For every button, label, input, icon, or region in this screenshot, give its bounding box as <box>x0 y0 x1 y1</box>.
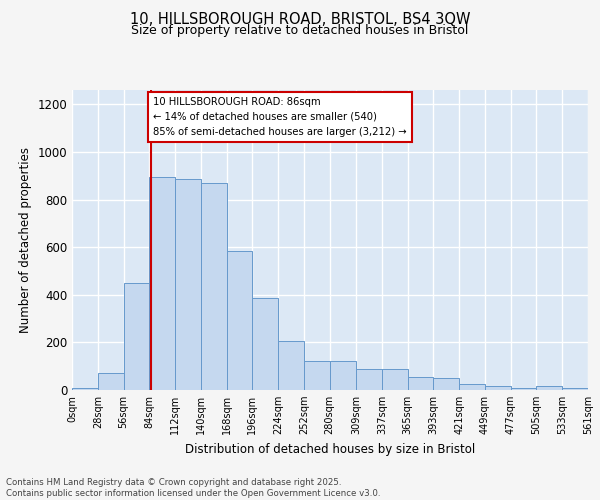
Bar <box>227 250 252 390</box>
Bar <box>175 180 201 390</box>
Bar <box>124 283 149 390</box>
Bar <box>356 368 382 390</box>
Bar <box>304 362 329 390</box>
Bar <box>408 377 433 390</box>
Text: Contains HM Land Registry data © Crown copyright and database right 2025.
Contai: Contains HM Land Registry data © Crown c… <box>6 478 380 498</box>
Bar <box>562 388 588 390</box>
Bar <box>98 374 124 390</box>
Bar <box>588 388 600 390</box>
Bar <box>382 368 408 390</box>
Bar <box>511 388 536 390</box>
Bar <box>329 362 356 390</box>
X-axis label: Distribution of detached houses by size in Bristol: Distribution of detached houses by size … <box>185 442 475 456</box>
Bar <box>149 177 175 390</box>
Bar <box>485 386 511 390</box>
Bar <box>278 341 304 390</box>
Text: 10 HILLSBOROUGH ROAD: 86sqm
← 14% of detached houses are smaller (540)
85% of se: 10 HILLSBOROUGH ROAD: 86sqm ← 14% of det… <box>153 97 407 136</box>
Bar <box>536 386 562 390</box>
Text: 10, HILLSBOROUGH ROAD, BRISTOL, BS4 3QW: 10, HILLSBOROUGH ROAD, BRISTOL, BS4 3QW <box>130 12 470 28</box>
Bar <box>72 388 98 390</box>
Bar <box>201 183 227 390</box>
Text: Size of property relative to detached houses in Bristol: Size of property relative to detached ho… <box>131 24 469 37</box>
Bar <box>252 298 278 390</box>
Bar <box>459 384 485 390</box>
Bar <box>433 378 459 390</box>
Y-axis label: Number of detached properties: Number of detached properties <box>19 147 32 333</box>
